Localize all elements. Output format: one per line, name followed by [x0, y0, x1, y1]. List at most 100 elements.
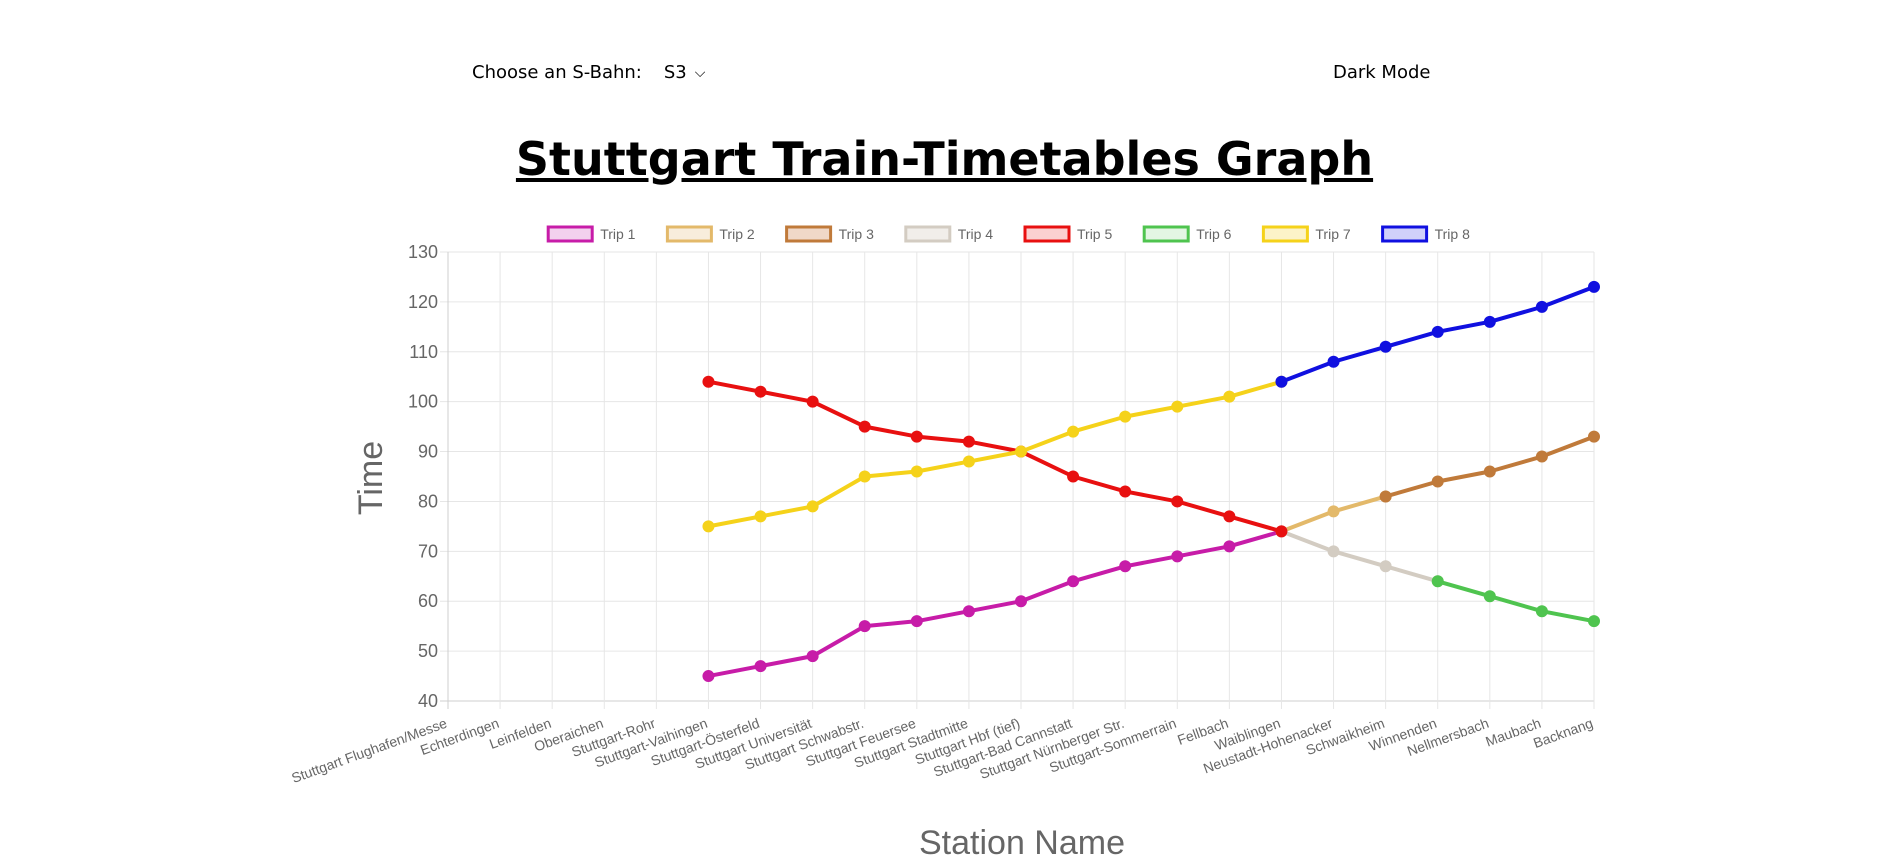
data-point	[910, 430, 923, 443]
data-point	[1223, 390, 1236, 403]
legend-label: Trip 5	[1077, 226, 1112, 242]
y-tick-label: 90	[418, 442, 438, 462]
data-point	[858, 470, 871, 483]
legend-item[interactable]: Trip 7	[1261, 225, 1351, 243]
series-line	[1437, 579, 1595, 624]
legend-item[interactable]: Trip 3	[785, 225, 874, 243]
data-point	[1015, 445, 1027, 458]
y-tick-label: 80	[418, 491, 438, 511]
legend-swatch	[1023, 225, 1071, 243]
data-point	[1431, 575, 1444, 588]
data-point	[1431, 325, 1444, 338]
series-trip-6	[1431, 575, 1600, 628]
legend-swatch	[904, 225, 952, 243]
data-point	[1119, 560, 1132, 573]
legend-swatch	[1142, 225, 1190, 243]
data-point	[702, 520, 715, 533]
series-line	[708, 379, 1283, 534]
y-tick-label: 110	[409, 342, 438, 362]
legend-item[interactable]: Trip 4	[904, 225, 993, 243]
data-point	[1275, 525, 1288, 538]
data-point	[1119, 485, 1132, 498]
x-tick-label: Backnang	[1531, 715, 1595, 751]
data-point	[1171, 495, 1184, 508]
series-trip-4	[1275, 525, 1444, 588]
data-point	[806, 395, 819, 408]
legend-label: Trip 3	[839, 226, 874, 242]
legend-item[interactable]: Trip 8	[1381, 225, 1470, 243]
data-point	[962, 605, 975, 618]
legend-label: Trip 2	[719, 226, 754, 242]
data-point	[1535, 605, 1548, 618]
y-tick-label: 120	[408, 292, 438, 312]
legend-item[interactable]: Trip 1	[546, 225, 636, 243]
data-point	[1588, 615, 1600, 628]
data-point	[1379, 560, 1392, 573]
series-trip-8	[1275, 280, 1600, 388]
y-tick-label: 40	[418, 691, 438, 711]
data-point	[858, 620, 871, 633]
data-point	[754, 385, 767, 398]
series-line	[1280, 529, 1439, 584]
page-title: Stuttgart Train-Timetables Graph	[515, 132, 1374, 186]
chevron-down-icon: ⌵	[694, 64, 706, 81]
sbahn-select-value: S3	[663, 62, 687, 83]
legend-label: Trip 1	[600, 226, 635, 242]
data-point	[910, 615, 923, 628]
x-axis-title: Station Name	[919, 824, 1125, 861]
y-tick-label: 100	[408, 392, 438, 412]
y-tick-label: 60	[418, 591, 438, 611]
data-point	[1379, 340, 1392, 353]
y-tick-label: 50	[418, 641, 438, 661]
sbahn-select[interactable]: S3 ⌵	[664, 62, 706, 83]
series-trip-3	[1379, 430, 1600, 503]
data-point	[1327, 545, 1340, 558]
data-point	[1483, 465, 1496, 478]
legend-label: Trip 6	[1196, 226, 1231, 242]
data-point	[858, 420, 871, 433]
y-tick-label: 130	[408, 242, 438, 262]
legend-swatch	[665, 225, 713, 243]
legend-label: Trip 7	[1315, 226, 1350, 242]
data-point	[1223, 540, 1236, 553]
data-point	[702, 375, 715, 388]
data-point	[702, 670, 715, 683]
data-point	[1327, 355, 1340, 368]
legend-swatch	[785, 225, 833, 243]
legend-swatch	[1261, 225, 1309, 243]
sbahn-select-label: Choose an S-Bahn:	[472, 62, 642, 83]
data-point	[1015, 595, 1027, 608]
data-point	[1379, 490, 1392, 503]
series-line	[708, 529, 1283, 679]
legend-item[interactable]: Trip 5	[1023, 225, 1112, 243]
legend-label: Trip 4	[958, 226, 993, 242]
data-point	[1171, 550, 1184, 563]
legend-swatch	[546, 225, 594, 243]
legend-item[interactable]: Trip 2	[665, 225, 755, 243]
data-point	[962, 435, 975, 448]
y-tick-label: 70	[418, 541, 438, 561]
data-point	[1067, 575, 1080, 588]
data-point	[754, 660, 767, 673]
data-point	[1535, 450, 1548, 463]
dark-mode-toggle[interactable]: Dark Mode	[1333, 62, 1431, 83]
sbahn-selector: Choose an S-Bahn: S3 ⌵	[472, 62, 705, 83]
series-trip-1	[702, 525, 1288, 683]
legend-label: Trip 8	[1435, 226, 1470, 242]
data-point	[1119, 410, 1132, 423]
data-point	[1588, 430, 1600, 443]
data-point	[1431, 475, 1444, 488]
legend-item[interactable]: Trip 6	[1142, 225, 1232, 243]
series-line	[708, 379, 1283, 529]
legend-swatch	[1381, 225, 1429, 243]
data-point	[1223, 510, 1236, 523]
data-point	[1483, 315, 1496, 328]
data-point	[1067, 470, 1080, 483]
data-point	[1275, 375, 1288, 388]
data-point	[1535, 300, 1548, 313]
data-point	[1588, 280, 1600, 293]
data-point	[1483, 590, 1496, 603]
data-point	[806, 650, 819, 663]
data-point	[910, 465, 923, 478]
